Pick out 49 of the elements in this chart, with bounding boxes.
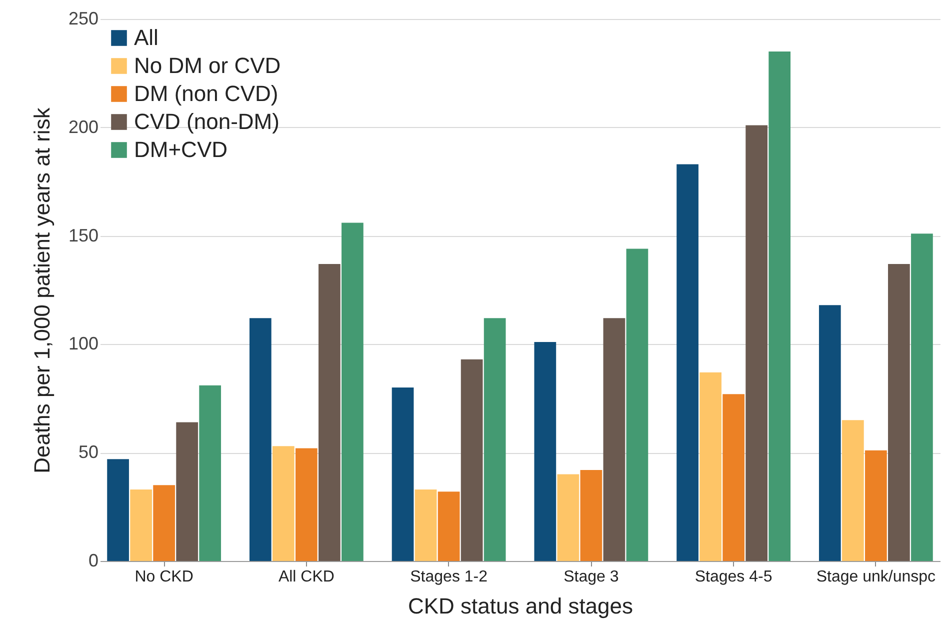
bar (603, 318, 626, 561)
bar (580, 470, 602, 561)
y-tick-label: 0 (88, 550, 98, 570)
bar (272, 446, 294, 561)
bar (107, 459, 129, 561)
bar (153, 485, 175, 561)
bar (626, 248, 648, 561)
legend-label: DM+CVD (134, 137, 228, 162)
x-axis-title: CKD status and stages (408, 594, 634, 618)
bar (176, 422, 198, 561)
legend-label: DM (non CVD) (134, 81, 278, 106)
x-tick-label: Stages 1-2 (410, 568, 488, 586)
bar (130, 489, 152, 561)
bar (438, 492, 460, 561)
y-tick-label: 100 (68, 334, 98, 354)
x-tick-label: Stage 3 (564, 568, 619, 586)
x-tick-label: Stages 4-5 (694, 568, 772, 586)
bar (676, 164, 698, 561)
bar (722, 394, 744, 561)
y-tick-label: 200 (68, 116, 98, 137)
legend-label: No DM or CVD (134, 53, 281, 78)
x-tick-label: All CKD (278, 568, 334, 586)
bar (700, 372, 722, 561)
legend-label: CVD (non-DM) (134, 109, 280, 134)
bar (534, 342, 556, 561)
bar (249, 318, 272, 561)
bar (342, 222, 364, 561)
bar (818, 305, 841, 561)
bar (746, 125, 768, 561)
y-tick-label: 250 (68, 8, 98, 28)
bar (296, 448, 318, 561)
bar (484, 318, 506, 561)
bar (318, 264, 340, 561)
bar (865, 450, 887, 561)
bar (199, 385, 222, 561)
x-tick-label: No CKD (134, 568, 194, 586)
bar (557, 474, 580, 561)
x-tick-label: Stage unk/unspc (816, 568, 936, 586)
y-axis-title: Deaths per 1,000 patient years at risk (29, 106, 54, 474)
bar (768, 52, 791, 561)
bar (392, 388, 414, 561)
bar (842, 420, 864, 561)
legend-label: All (134, 25, 158, 50)
y-tick-label: 150 (68, 225, 98, 246)
bar (414, 489, 437, 561)
bar (888, 264, 910, 561)
bar (460, 359, 483, 561)
y-tick-label: 50 (78, 442, 98, 462)
bar (911, 234, 933, 561)
